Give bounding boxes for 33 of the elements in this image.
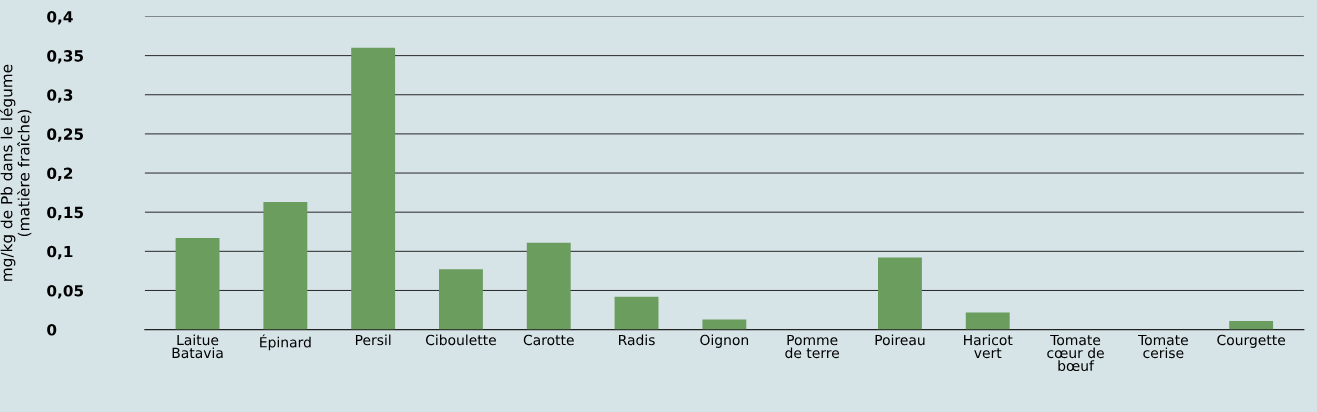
bar	[965, 312, 1010, 330]
x-tick-label: Épinard	[260, 334, 311, 351]
bar	[878, 257, 922, 330]
bar	[351, 47, 396, 330]
y-tick-label: 0,2	[47, 167, 73, 182]
x-tick-label: Persil	[355, 334, 391, 346]
bar	[175, 238, 220, 330]
y-tick-label: 0,35	[47, 50, 84, 64]
y-tick-label: 0,15	[47, 206, 84, 221]
x-tick-label: Tomate cœur de bœuf	[1047, 334, 1104, 372]
bar	[702, 319, 747, 330]
bar	[263, 202, 308, 330]
y-axis-title: mg/kg de Pb dans le légume (matière fraîche)	[0, 64, 32, 281]
x-tick-label: Oignon	[700, 334, 749, 348]
y-tick-label: 0	[47, 324, 57, 336]
y-tick-label: 0,05	[47, 284, 84, 299]
x-tick-label: Carotte	[523, 334, 574, 346]
y-tick-label: 0,25	[47, 128, 84, 142]
x-tick-label: Laitue Batavia	[172, 334, 223, 359]
x-tick-label: Ciboulette	[425, 334, 496, 346]
x-tick-label: Poireau	[875, 334, 925, 346]
x-tick-label: Pomme de terre	[785, 334, 839, 359]
x-tick-label: Tomate cerise	[1137, 334, 1188, 359]
y-tick-label: 0,3	[47, 89, 73, 103]
bar	[1229, 320, 1274, 330]
bar	[526, 242, 571, 330]
y-tick-label: 0,1	[47, 245, 73, 260]
y-tick-label: 0,4	[47, 10, 73, 25]
bar	[439, 269, 483, 330]
x-tick-label: Haricot vert	[964, 334, 1013, 359]
x-tick-label: Radis	[619, 334, 655, 346]
x-tick-label: Courgette	[1217, 334, 1286, 348]
bar	[614, 296, 659, 330]
